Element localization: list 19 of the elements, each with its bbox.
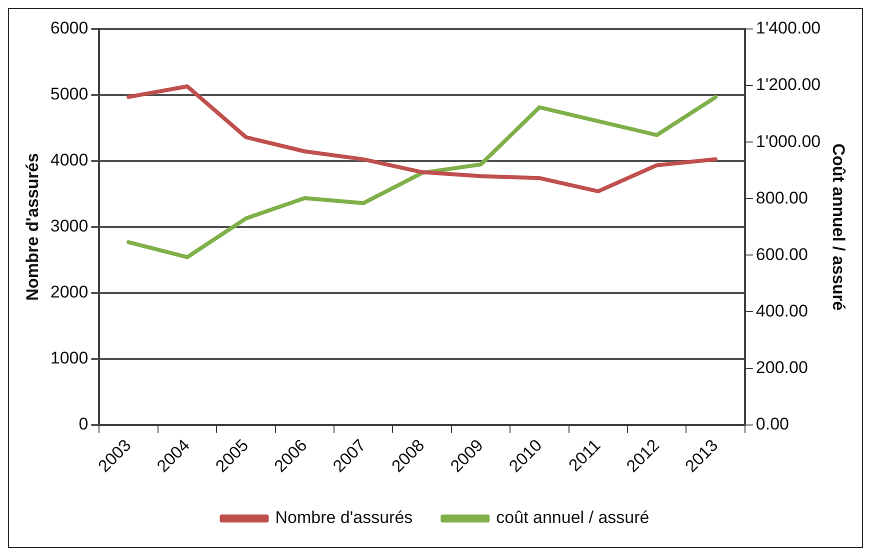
y2-tick-label: 1'000.00 <box>756 132 821 151</box>
y-tick-label: 4000 <box>50 150 88 170</box>
y-tick-label: 3000 <box>50 216 88 236</box>
y2-tick-label: 200.00 <box>756 358 808 377</box>
legend-label: Nombre d'assurés <box>275 508 413 528</box>
y2-tick-label: 1'400.00 <box>756 18 821 38</box>
y-tick-label: 0 <box>78 414 88 434</box>
y2-tick-label: 0.00 <box>756 414 789 434</box>
y2-tick-label: 800.00 <box>756 188 808 208</box>
y2-tick-label: 600.00 <box>756 244 808 264</box>
legend-label: coût annuel / assuré <box>496 508 650 528</box>
y-axis-title: Nombre d'assurés <box>22 153 42 301</box>
y-tick-label: 1000 <box>50 348 88 368</box>
y-tick-label: 5000 <box>50 84 88 104</box>
y2-tick-label: 400.00 <box>756 301 808 320</box>
y-tick-label: 2000 <box>50 282 88 302</box>
y2-tick-label: 1'200.00 <box>756 75 821 94</box>
y2-axis-title: Coût annuel / assuré <box>829 143 848 311</box>
y-tick-label: 6000 <box>50 18 88 38</box>
